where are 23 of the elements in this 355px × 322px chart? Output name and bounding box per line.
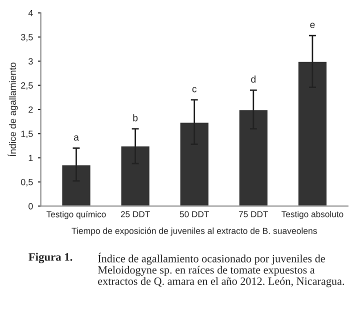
y-tick-label: 2,5 [21,82,33,90]
y-tick-label: 4 [28,10,33,16]
y-tick-label: 0 [28,203,33,210]
y-axis-title: Índice de agallamiento [8,62,18,156]
x-tick-label: 75 DDT [239,211,268,218]
annotation: b [133,114,138,122]
x-tick-label: 25 DDT [120,211,150,218]
y-tick-label: 0,5 [20,178,33,186]
x-tick-label: Testigo químico [46,210,106,220]
text: Figura 1. [28,252,72,264]
x-axis-title: Tiempo de exposición de juveniles al extracto de B. suaveolens [72,227,317,236]
x-tick-label: 50 DDT [180,211,209,218]
y-tick-label: 2 [28,106,33,113]
text: Índice de agallamiento ocasionado por juveniles de Meloidogyne sp. en raíces de tomate expuestos a extractos de Q. amara en el año 2012. León, Nicaragua. [98,252,344,288]
annotation: d [251,76,256,83]
y-tick-label: 1,5 [21,130,33,138]
annotation: e [310,22,315,28]
y-tick-label: 3 [28,58,33,65]
x-tick-label: Testigo absoluto [282,210,344,219]
y-tick-label: 3,5 [20,34,33,42]
annotation: c [192,87,197,92]
y-tick-label: 1 [28,154,33,162]
annotation: a [74,135,79,141]
